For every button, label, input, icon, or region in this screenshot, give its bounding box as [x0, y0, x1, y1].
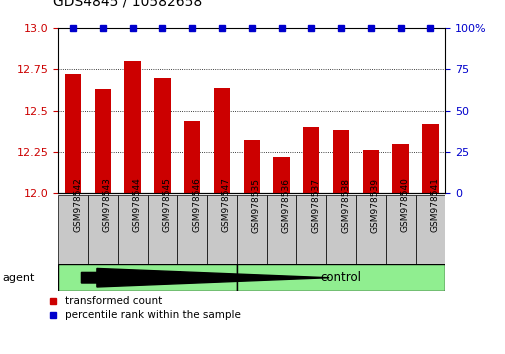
- Text: GSM978546: GSM978546: [192, 178, 201, 233]
- Bar: [94, 89, 111, 193]
- FancyArrow shape: [81, 268, 329, 287]
- Text: GDS4845 / 10582658: GDS4845 / 10582658: [53, 0, 202, 9]
- Bar: [421, 124, 438, 193]
- Bar: [273, 157, 289, 193]
- Bar: [392, 143, 408, 193]
- Bar: [326, 195, 355, 264]
- Text: GSM978545: GSM978545: [162, 178, 171, 233]
- Text: GSM978543: GSM978543: [103, 178, 112, 233]
- Bar: [415, 195, 444, 264]
- Text: GSM978541: GSM978541: [430, 178, 438, 233]
- Bar: [385, 195, 415, 264]
- Bar: [266, 195, 296, 264]
- Bar: [355, 195, 385, 264]
- Text: agent: agent: [3, 273, 35, 283]
- Bar: [65, 74, 81, 193]
- Bar: [362, 150, 378, 193]
- Bar: [154, 78, 170, 193]
- Text: GSM978535: GSM978535: [251, 178, 260, 233]
- Bar: [236, 195, 266, 264]
- Bar: [58, 264, 236, 291]
- Text: GSM978542: GSM978542: [73, 178, 82, 233]
- Text: GSM978536: GSM978536: [281, 178, 290, 233]
- Text: GSM978544: GSM978544: [132, 178, 141, 233]
- Bar: [184, 120, 200, 193]
- Text: GSM978537: GSM978537: [311, 178, 320, 233]
- Bar: [302, 127, 319, 193]
- Text: GSM978539: GSM978539: [370, 178, 379, 233]
- Bar: [124, 61, 140, 193]
- Bar: [118, 195, 147, 264]
- Bar: [243, 140, 260, 193]
- Bar: [296, 195, 326, 264]
- Bar: [332, 130, 348, 193]
- Bar: [207, 195, 236, 264]
- Text: GSM978538: GSM978538: [340, 178, 349, 233]
- Text: GSM978540: GSM978540: [400, 178, 409, 233]
- Bar: [177, 195, 207, 264]
- Bar: [58, 195, 88, 264]
- Bar: [147, 195, 177, 264]
- Text: streptozotocin: streptozotocin: [105, 271, 189, 284]
- Text: GSM978547: GSM978547: [222, 178, 230, 233]
- Text: percentile rank within the sample: percentile rank within the sample: [65, 310, 240, 320]
- Bar: [236, 264, 444, 291]
- Text: transformed count: transformed count: [65, 296, 162, 306]
- Bar: [213, 87, 230, 193]
- Text: control: control: [320, 271, 361, 284]
- Bar: [88, 195, 118, 264]
